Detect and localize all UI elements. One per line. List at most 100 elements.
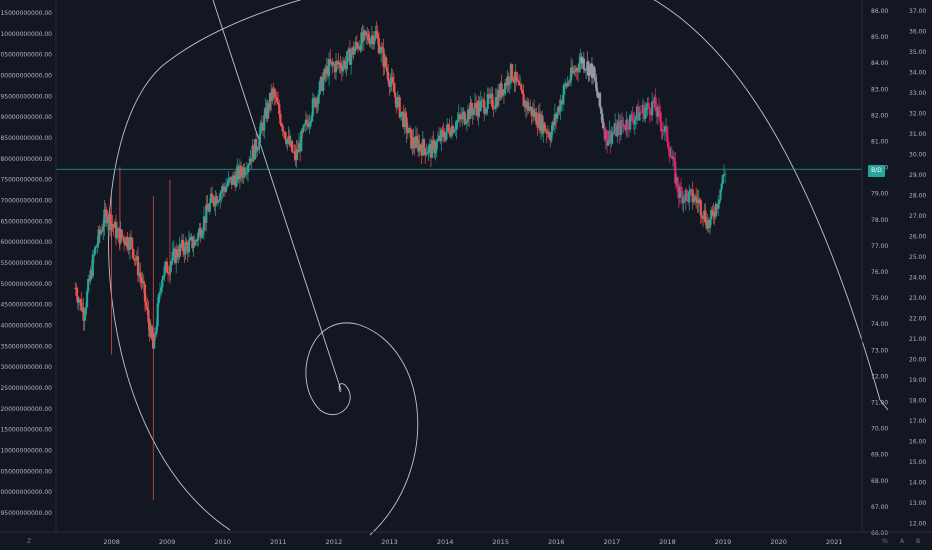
fibonacci-spiral-drawing[interactable] xyxy=(108,0,889,536)
right-axis-tick-label: 71.00 xyxy=(871,400,888,407)
right-axis-tick-label: 81.00 xyxy=(871,139,888,146)
candle-body xyxy=(89,270,92,281)
candle-body xyxy=(74,287,77,289)
candle-body xyxy=(94,246,97,254)
candle-body xyxy=(272,88,275,91)
last-price-label: B/D xyxy=(868,165,885,177)
candle-body xyxy=(75,288,78,297)
candle-body xyxy=(615,123,618,137)
candle-body xyxy=(581,58,584,64)
candle-body xyxy=(183,251,186,255)
log-scale-button[interactable]: B xyxy=(915,538,921,545)
left-axis-tick-label: 200000000000.00 xyxy=(0,72,52,79)
percent-scale-button[interactable]: % xyxy=(882,538,888,545)
right-axis-tick-label: 14.00 xyxy=(909,480,926,487)
candle-body xyxy=(131,238,134,250)
time-scale[interactable]: 2008 2009 2010 2011 2012 2013 2014 2015 2016 2017… xyxy=(0,531,932,546)
candle-body xyxy=(216,200,219,204)
left-axis-tick-label: 190000000000.00 xyxy=(0,114,52,121)
candle-body xyxy=(593,66,596,78)
candle-body xyxy=(521,89,524,95)
candle-body xyxy=(485,108,488,113)
right-axis-tick-label: 84.00 xyxy=(871,60,888,67)
candle-body xyxy=(483,100,486,114)
candle-body xyxy=(321,76,324,91)
candle-body xyxy=(633,119,636,125)
right-price-scale[interactable]: 86.0085.0084.0083.0082.0081.0080.0079.00… xyxy=(861,0,926,537)
candle-body xyxy=(116,230,119,239)
candle-body xyxy=(173,248,177,264)
candle-body xyxy=(185,242,188,245)
left-axis-tick-label: 130000000000.00 xyxy=(0,364,52,371)
candle-body xyxy=(187,240,191,253)
candle-body xyxy=(639,112,642,114)
candle-body xyxy=(436,139,440,142)
candle-body xyxy=(347,48,350,52)
candle-body xyxy=(530,106,533,116)
left-axis-tick-label: 160000000000.00 xyxy=(0,239,52,246)
candle-body xyxy=(255,139,258,152)
candle-body xyxy=(697,199,700,204)
candle-body xyxy=(649,114,653,116)
candle-body xyxy=(465,121,468,124)
candle-body xyxy=(608,130,611,142)
candle-body xyxy=(355,42,358,45)
zoom-button[interactable]: Z xyxy=(26,538,32,545)
candle-body xyxy=(373,39,376,45)
candle-body xyxy=(317,94,320,104)
time-axis-tick-label: 2020 xyxy=(770,538,787,546)
candle-body xyxy=(443,137,446,141)
candle-body xyxy=(277,102,280,105)
right-axis-tick-label: 76.00 xyxy=(871,269,888,276)
candle-body xyxy=(717,203,720,209)
candle-body xyxy=(222,186,225,190)
candle-body xyxy=(522,94,525,107)
candle-body xyxy=(91,254,94,277)
candle-body xyxy=(505,82,508,86)
candle-body xyxy=(241,173,244,178)
candle-body xyxy=(501,89,504,96)
candle-body xyxy=(312,98,316,100)
candle-body xyxy=(287,136,290,140)
auto-scale-button[interactable]: A xyxy=(899,538,905,545)
candle-body xyxy=(235,172,238,187)
candle-body xyxy=(300,130,303,152)
left-axis-tick-label: 115000000000.00 xyxy=(0,427,52,434)
candle-body xyxy=(165,261,169,273)
candle-body xyxy=(449,134,452,137)
candle-body xyxy=(362,30,365,41)
right-axis-tick-label: 29.00 xyxy=(909,172,926,179)
candle-body xyxy=(212,196,215,204)
right-axis-tick-label: 18.00 xyxy=(909,398,926,405)
candle-body xyxy=(283,131,287,139)
candle-body xyxy=(420,148,423,156)
candle-body xyxy=(195,240,199,242)
candle-body xyxy=(403,112,406,128)
right-axis-tick-label: 67.00 xyxy=(871,504,888,511)
candle-body xyxy=(538,113,541,131)
left-axis-tick-label: 175000000000.00 xyxy=(0,177,52,184)
candle-body xyxy=(406,132,409,134)
candle-body xyxy=(636,106,639,117)
candle-body xyxy=(551,121,554,132)
candle-body xyxy=(271,88,274,101)
right-axis-tick-label: 37.00 xyxy=(909,8,926,15)
candle-body xyxy=(627,128,631,130)
candle-body xyxy=(214,195,217,207)
candle-body xyxy=(579,56,582,64)
candle-body xyxy=(315,99,318,108)
candle-body xyxy=(503,82,507,94)
candle-body xyxy=(448,127,451,135)
candle-body xyxy=(676,177,679,192)
candle-body xyxy=(199,228,202,238)
candle-body xyxy=(397,97,400,99)
candle-body xyxy=(660,121,663,131)
candle-body xyxy=(512,77,515,82)
left-price-scale[interactable]: 215000000000.00 210000000000.00 2050000000… xyxy=(0,0,57,532)
candle-body xyxy=(205,204,208,223)
candle-body xyxy=(325,66,328,74)
candle-body xyxy=(125,237,128,246)
candle-body xyxy=(644,110,647,120)
